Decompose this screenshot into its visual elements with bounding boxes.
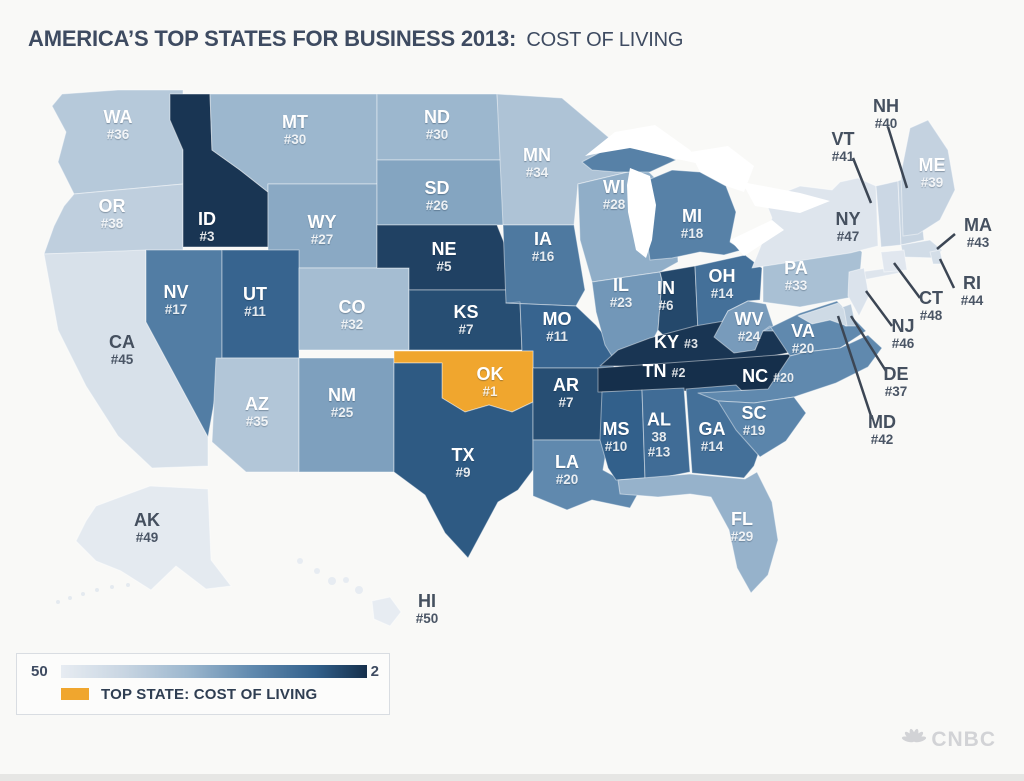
state-shape-wa (51, 89, 184, 195)
legend-box: 50 2 TOP STATE: COST OF LIVING (16, 653, 390, 715)
state-island-ak (95, 588, 99, 592)
state-island-ak (56, 600, 60, 604)
callout-line-nh (886, 126, 909, 189)
lake-shape (730, 220, 784, 256)
state-shape-fl (617, 471, 779, 594)
legend-top-state-label: TOP STATE: COST OF LIVING (101, 686, 318, 703)
state-shape-vt (875, 180, 902, 248)
footer-bar (0, 774, 1024, 781)
state-shape-ms (599, 389, 646, 481)
state-shape-nj (847, 267, 870, 317)
legend-best-rank: 2 (370, 663, 379, 680)
state-shape-sc (717, 396, 807, 458)
state-shape-co (298, 267, 410, 351)
lake-shape (627, 168, 656, 258)
state-shape-az (211, 357, 300, 473)
lake-shape (690, 146, 754, 192)
state-shape-ia (502, 224, 586, 307)
state-island-ak (68, 596, 72, 600)
state-shape-md (797, 302, 848, 327)
callout-line-vt (851, 157, 873, 204)
callout-line-ma (936, 233, 956, 250)
callout-line-de (849, 315, 888, 372)
state-shape-or (43, 183, 184, 255)
state-island-hi (343, 577, 349, 583)
legend-top-state-swatch (61, 688, 89, 700)
state-island-hi (314, 568, 320, 574)
state-island-hi (328, 577, 336, 585)
cnbc-wordmark: CNBC (931, 728, 996, 751)
state-island-ak (126, 583, 130, 587)
state-island-ak (110, 585, 114, 589)
state-shape-me (900, 119, 956, 237)
state-shape-sd (376, 159, 506, 226)
lake-shape (585, 125, 700, 164)
state-shape-ak (75, 485, 232, 591)
state-shape-ks (408, 289, 523, 351)
lake-shape (742, 182, 830, 213)
state-island-hi (297, 558, 303, 564)
callout-line-ri (938, 258, 956, 289)
cnbc-logo: CNBC (901, 728, 996, 752)
title-main: AMERICA’S TOP STATES FOR BUSINESS 2013: (28, 26, 517, 51)
state-island-ak (81, 592, 85, 596)
legend-gradient-bar (61, 665, 367, 678)
peacock-icon (902, 728, 927, 743)
callout-line-ct (892, 262, 922, 299)
page-title: AMERICA’S TOP STATES FOR BUSINESS 2013: … (28, 26, 683, 52)
state-shape-al (641, 387, 691, 485)
state-shape-ct (880, 249, 908, 273)
state-shape-hi (371, 596, 402, 627)
state-shape-ut (221, 249, 300, 359)
state-shape-nm (298, 357, 395, 473)
callout-line-nj (864, 290, 894, 327)
title-section: COST OF LIVING (526, 29, 684, 51)
callout-line-md (836, 315, 874, 420)
legend-worst-rank: 50 (31, 663, 48, 680)
state-shape-nd (376, 93, 503, 161)
state-island-hi (355, 586, 363, 594)
peacock-petal (913, 736, 927, 743)
